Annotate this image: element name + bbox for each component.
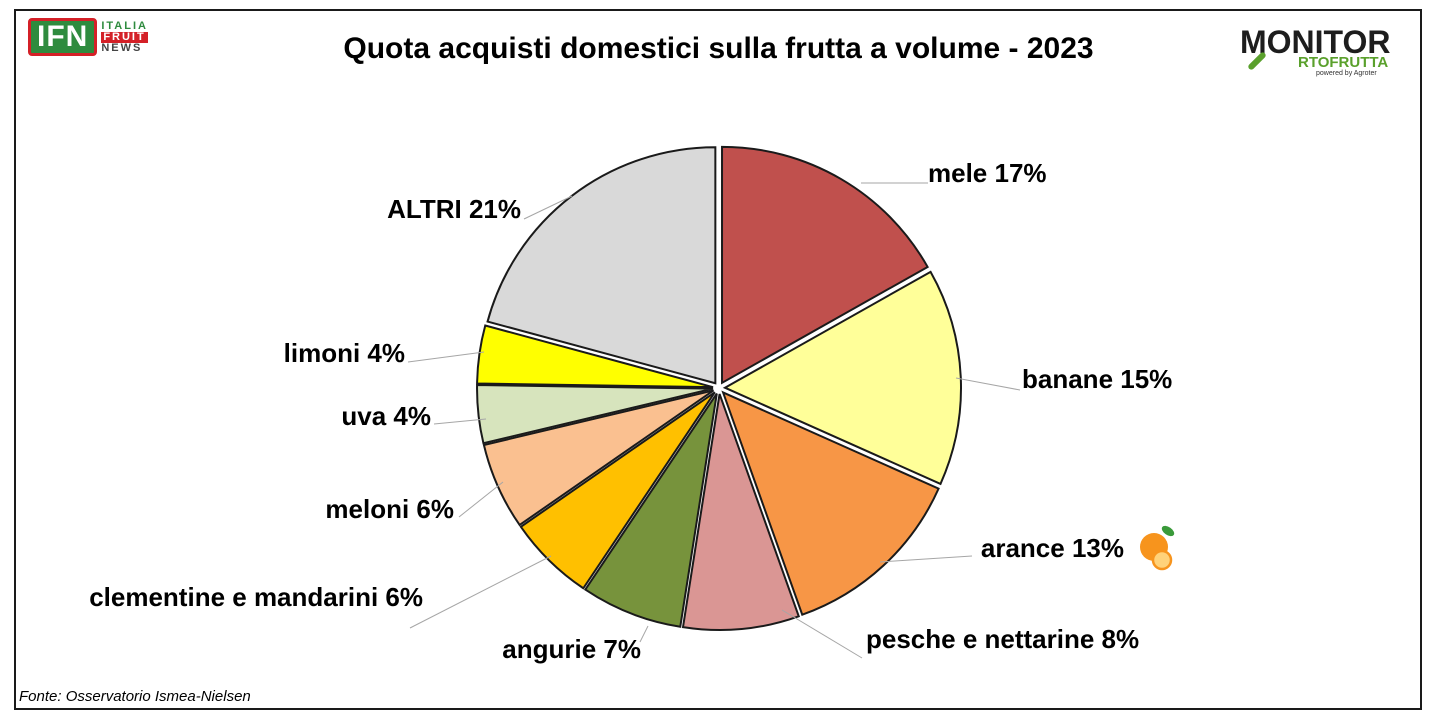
- ifn-logo-words: ITALIA FRUIT NEWS: [101, 19, 148, 54]
- slice-label-6: meloni 6%: [325, 494, 454, 524]
- ifn-logo-line2: FRUIT: [101, 31, 148, 43]
- pie-slice-6: [482, 389, 715, 527]
- pie-slice-7: [476, 383, 714, 445]
- slice-label-5: clementine e mandarini 6%: [89, 582, 423, 612]
- ifn-logo-line3: NEWS: [101, 41, 143, 54]
- source-note: Fonte: Osservatorio Ismea-Nielsen: [19, 688, 251, 705]
- leader-line-3: [781, 609, 863, 659]
- pie-slice-8: [476, 324, 714, 389]
- ifn-logo: IFN ITALIA FRUIT NEWS: [28, 18, 148, 56]
- pie-slice-4: [583, 393, 718, 628]
- orange-fruit-icon: [1140, 525, 1175, 571]
- slice-label-4: angurie 7%: [502, 634, 641, 664]
- pie-slice-1: [722, 270, 962, 486]
- leader-line-2: [879, 555, 973, 563]
- slice-label-7: uva 4%: [341, 401, 431, 431]
- monitor-ortofrutta-logo: MONITOR RTOFRUTTA powered by Agroter: [1236, 24, 1411, 84]
- pie-slice-0: [721, 145, 929, 385]
- pie-slice-9: [486, 146, 717, 385]
- monitor-logo-line2: RTOFRUTTA: [1298, 54, 1389, 71]
- leader-line-6: [458, 481, 504, 518]
- slice-label-8: limoni 4%: [284, 338, 405, 368]
- slice-label-0: mele 17%: [928, 158, 1047, 188]
- slice-label-9: ALTRI 21%: [387, 194, 521, 224]
- leader-line-9: [523, 195, 573, 220]
- ifn-logo-mark: IFN: [28, 18, 98, 56]
- slice-label-1: banane 15%: [1022, 364, 1172, 394]
- leader-line-1: [955, 377, 1021, 391]
- leader-line-8: [407, 351, 485, 363]
- leader-line-5: [409, 555, 552, 629]
- pie-slice-2: [721, 390, 940, 617]
- chart-title: Quota acquisti domestici sulla frutta a …: [343, 32, 1094, 65]
- leader-line-7: [433, 418, 487, 425]
- ifn-logo-line1: ITALIA: [101, 19, 148, 32]
- monitor-logo-line3: powered by Agroter: [1316, 70, 1377, 77]
- pie-slice-5: [519, 391, 716, 590]
- slice-label-2: arance 13%: [981, 533, 1124, 563]
- leader-line-4: [639, 625, 649, 643]
- slice-label-3: pesche e nettarine 8%: [866, 624, 1139, 654]
